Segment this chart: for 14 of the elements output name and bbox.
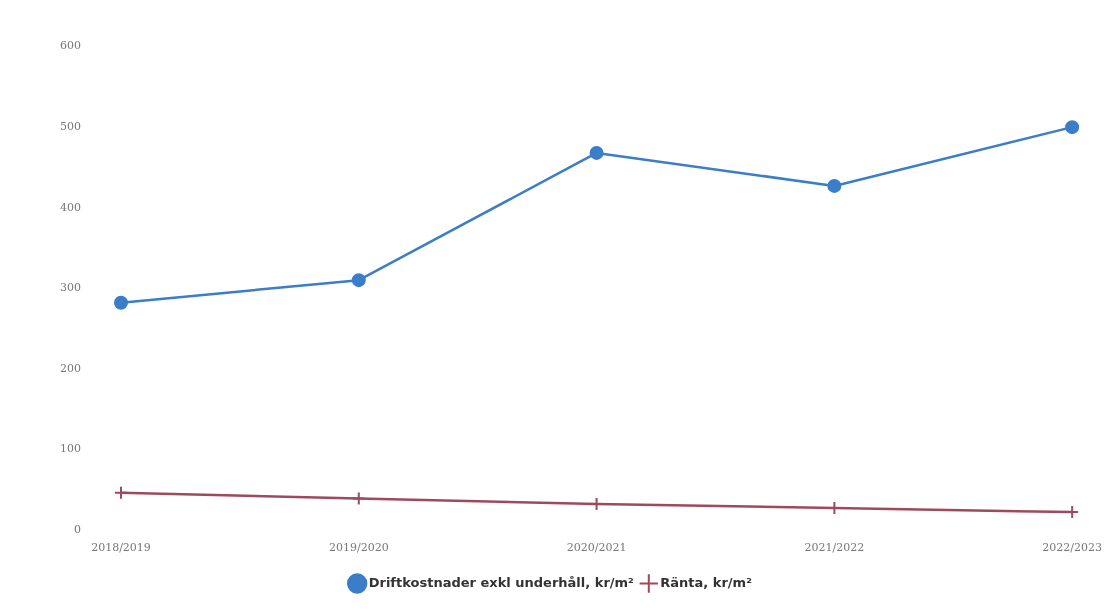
x-tick-label: 2018/2019	[91, 541, 151, 555]
x-tick-label: 2020/2021	[566, 541, 627, 555]
y-tick-label: 300	[60, 281, 81, 295]
y-tick-label: 100	[60, 442, 81, 456]
y-tick-label: 400	[60, 200, 81, 214]
x-tick-label: 2021/2022	[804, 541, 865, 555]
x-tick-label: 2022/2023	[1042, 541, 1102, 555]
y-tick-label: 500	[60, 119, 81, 133]
y-tick-label: 0	[74, 522, 81, 536]
y-tick-label: 600	[60, 39, 81, 53]
y-tick-label: 200	[60, 361, 81, 375]
x-tick-label: 2019/2020	[328, 541, 389, 555]
legend-label: Driftkostnader exkl underhåll, kr/m²	[368, 574, 634, 590]
legend-label: Ränta, kr/m²	[660, 574, 752, 590]
